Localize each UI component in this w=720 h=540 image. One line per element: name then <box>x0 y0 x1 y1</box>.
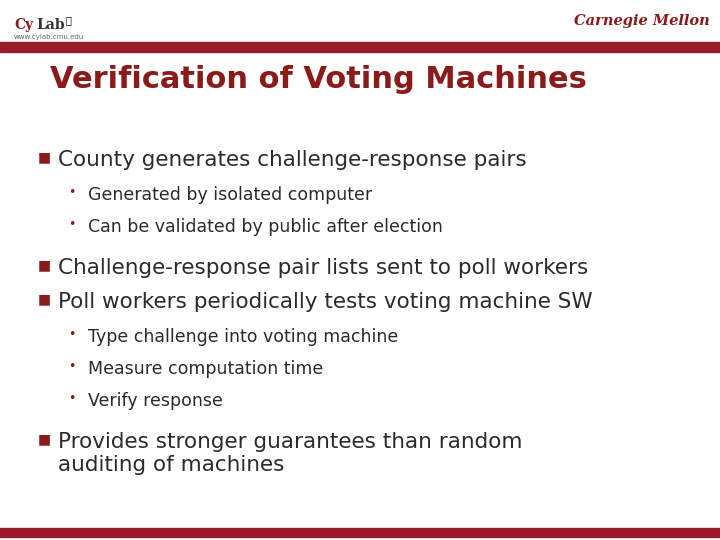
Text: Verify response: Verify response <box>88 392 223 410</box>
Text: 🗺: 🗺 <box>66 15 72 25</box>
Bar <box>0 42 720 52</box>
Text: Carnegie Mellon: Carnegie Mellon <box>575 14 710 28</box>
Bar <box>0 528 720 537</box>
Text: ■: ■ <box>38 292 51 306</box>
Text: www.cylab.cmu.edu: www.cylab.cmu.edu <box>14 34 84 40</box>
Text: ■: ■ <box>38 150 51 164</box>
Text: Cy: Cy <box>14 18 33 32</box>
Text: Challenge-response pair lists sent to poll workers: Challenge-response pair lists sent to po… <box>58 258 588 278</box>
Text: •: • <box>68 392 76 405</box>
Text: ■: ■ <box>38 432 51 446</box>
Text: •: • <box>68 186 76 199</box>
Text: Lab: Lab <box>36 18 65 32</box>
Text: •: • <box>68 218 76 231</box>
Text: Can be validated by public after election: Can be validated by public after electio… <box>88 218 443 236</box>
Text: Generated by isolated computer: Generated by isolated computer <box>88 186 372 204</box>
Text: Measure computation time: Measure computation time <box>88 360 323 378</box>
Text: County generates challenge-response pairs: County generates challenge-response pair… <box>58 150 526 170</box>
Text: •: • <box>68 328 76 341</box>
Text: Provides stronger guarantees than random
auditing of machines: Provides stronger guarantees than random… <box>58 432 523 475</box>
Text: Verification of Voting Machines: Verification of Voting Machines <box>50 65 587 94</box>
Text: Type challenge into voting machine: Type challenge into voting machine <box>88 328 398 346</box>
Text: •: • <box>68 360 76 373</box>
Text: ■: ■ <box>38 258 51 272</box>
Text: Poll workers periodically tests voting machine SW: Poll workers periodically tests voting m… <box>58 292 593 312</box>
